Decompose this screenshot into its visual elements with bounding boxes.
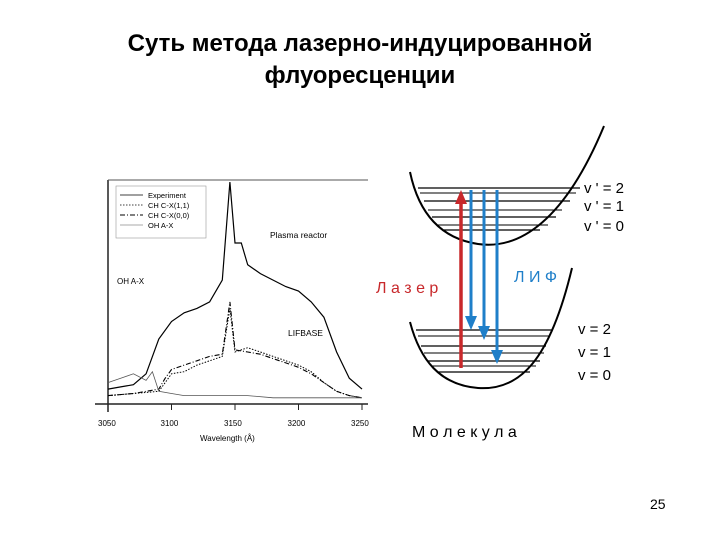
upper-level-label-1: v ' = 1 [584, 198, 624, 215]
x-tick-label-0: 3050 [98, 419, 116, 428]
lower-level-label-2: v = 2 [578, 321, 611, 338]
legend-entry-experiment: Experiment [148, 191, 187, 200]
annotation-plasma-reactor: Plasma reactor [270, 230, 327, 240]
upper-level-label-0: v ' = 0 [584, 218, 624, 235]
lif-arrowhead-3 [491, 350, 503, 364]
x-tick-label-4: 3250 [351, 419, 369, 428]
x-tick-label-3: 3200 [288, 419, 306, 428]
lif-label: Л И Ф [514, 269, 557, 286]
lower-level-label-1: v = 1 [578, 344, 611, 361]
lif-arrowhead-1 [465, 316, 477, 330]
legend-entry-ch00: CH C-X(0,0) [148, 211, 190, 220]
series-line-0 [107, 181, 363, 390]
page-number: 25 [650, 496, 666, 512]
upper-level-label-2: v ' = 2 [584, 180, 624, 197]
molecule-label: М о л е к у л а [412, 424, 517, 441]
series-line-3 [107, 370, 362, 399]
series-layer [107, 181, 363, 399]
x-axis-label: Wavelength (Å) [200, 434, 255, 443]
lower-level-label-0: v = 0 [578, 367, 611, 384]
series-line-2 [107, 301, 363, 399]
series-line-1 [107, 308, 363, 399]
x-ticks [107, 404, 363, 410]
lower-potential-curve [409, 267, 573, 390]
annotation-oh-ax: OH A-X [117, 277, 145, 286]
laser-arrowhead [455, 190, 467, 204]
upper-potential-curve [409, 125, 605, 246]
laser-label: Л а з е р [376, 280, 438, 297]
slide-title: Суть метода лазерно-индуцированной флуор… [40, 28, 680, 92]
legend-entry-oh: OH A-X [148, 221, 173, 230]
x-tick-label-1: 3100 [161, 419, 179, 428]
legend-entry-ch11: CH C-X(1,1) [148, 201, 190, 210]
annotation-lifbase: LIFBASE [288, 328, 323, 338]
title-line-1: Суть метода лазерно-индуцированной [127, 30, 593, 57]
title-line-2: флуоресценции [264, 62, 456, 89]
lif-arrowhead-2 [478, 326, 490, 340]
x-tick-label-2: 3150 [224, 419, 242, 428]
x-tick-labels: 3050 3100 3150 3200 3250 [98, 419, 369, 428]
